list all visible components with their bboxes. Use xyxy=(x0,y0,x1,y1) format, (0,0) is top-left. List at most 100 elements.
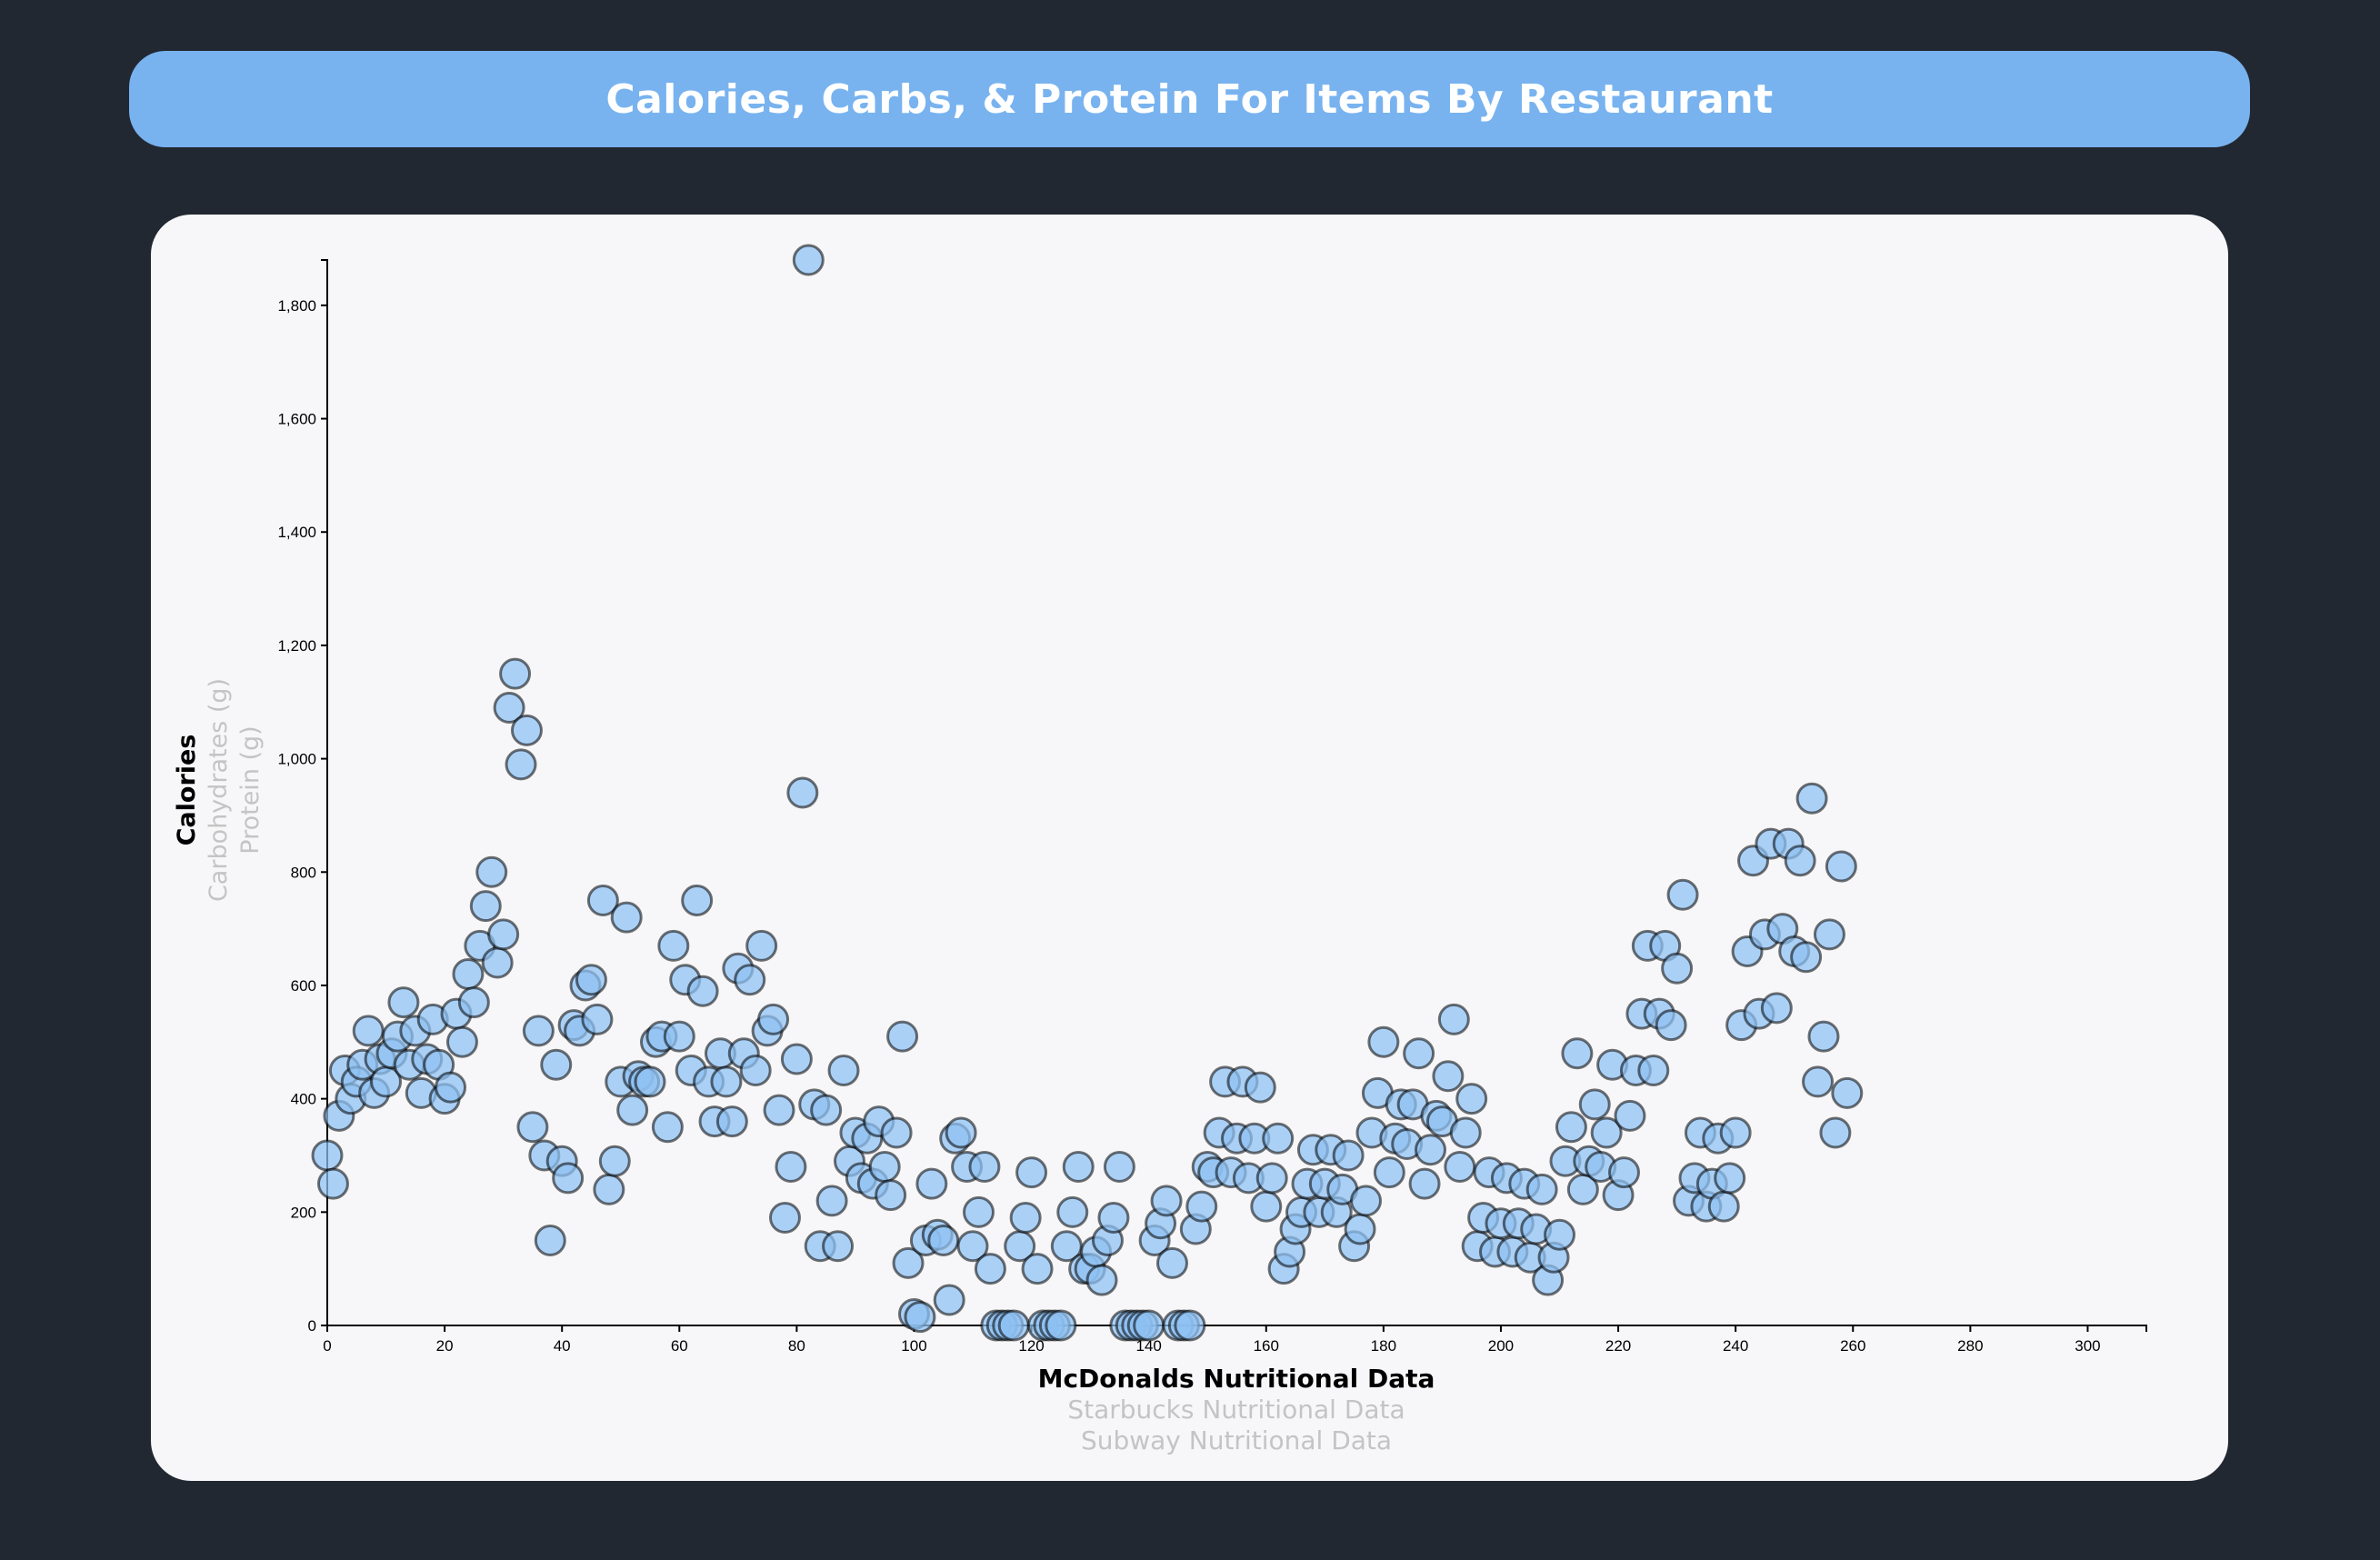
data-point[interactable] xyxy=(792,244,825,276)
data-point[interactable] xyxy=(880,1116,913,1149)
data-point[interactable] xyxy=(1455,1083,1488,1115)
data-point[interactable] xyxy=(822,1230,855,1263)
data-point[interactable] xyxy=(1807,1020,1840,1053)
data-point[interactable] xyxy=(1608,1156,1641,1189)
data-point[interactable] xyxy=(1437,1003,1470,1035)
data-point[interactable] xyxy=(581,1003,614,1035)
data-point[interactable] xyxy=(1150,1185,1183,1217)
data-point[interactable] xyxy=(734,964,766,996)
data-point[interactable] xyxy=(962,1195,995,1228)
x-axis-label-starbucks[interactable]: Starbucks Nutritional Data xyxy=(1067,1395,1405,1425)
data-point[interactable] xyxy=(904,1301,936,1334)
data-point[interactable] xyxy=(868,1150,901,1183)
data-point[interactable] xyxy=(1244,1071,1276,1104)
data-point[interactable] xyxy=(510,714,543,746)
data-point[interactable] xyxy=(780,1043,813,1075)
data-point[interactable] xyxy=(586,884,619,916)
data-point[interactable] xyxy=(1525,1173,1558,1205)
data-point[interactable] xyxy=(757,1003,790,1035)
data-point[interactable] xyxy=(1155,1246,1188,1279)
data-point[interactable] xyxy=(1408,1167,1441,1200)
data-point[interactable] xyxy=(575,964,607,996)
data-point[interactable] xyxy=(1719,1116,1752,1149)
data-point[interactable] xyxy=(316,1167,349,1200)
data-point[interactable] xyxy=(598,1145,631,1177)
data-point[interactable] xyxy=(927,1224,960,1256)
data-point[interactable] xyxy=(974,1253,1006,1285)
data-point[interactable] xyxy=(815,1185,848,1217)
data-point[interactable] xyxy=(875,1179,907,1212)
data-point[interactable] xyxy=(311,1139,344,1172)
data-point[interactable] xyxy=(1831,1076,1864,1109)
data-point[interactable] xyxy=(469,890,502,923)
data-point[interactable] xyxy=(534,1224,566,1256)
data-point[interactable] xyxy=(681,884,714,916)
data-point[interactable] xyxy=(763,1094,795,1126)
data-point[interactable] xyxy=(768,1202,801,1235)
data-point[interactable] xyxy=(1714,1162,1746,1195)
y-axis-label-protein[interactable]: Protein (g) xyxy=(236,725,265,854)
data-point[interactable] xyxy=(634,1065,666,1098)
data-point[interactable] xyxy=(1544,1218,1576,1251)
y-axis-label-calories[interactable]: Calories xyxy=(173,735,201,846)
data-point[interactable] xyxy=(1332,1139,1365,1172)
data-point[interactable] xyxy=(1790,941,1823,974)
data-point[interactable] xyxy=(686,975,719,1007)
data-point[interactable] xyxy=(452,957,485,990)
data-point[interactable] xyxy=(1103,1150,1135,1183)
data-point[interactable] xyxy=(1825,850,1857,883)
data-point[interactable] xyxy=(1802,1065,1835,1098)
data-point[interactable] xyxy=(522,1015,555,1047)
data-point[interactable] xyxy=(1015,1156,1048,1189)
x-axis-label-subway[interactable]: Subway Nutritional Data xyxy=(1081,1425,1392,1455)
data-point[interactable] xyxy=(493,691,525,724)
data-point[interactable] xyxy=(1045,1309,1077,1342)
data-point[interactable] xyxy=(997,1309,1030,1342)
data-point[interactable] xyxy=(1655,1009,1687,1042)
data-point[interactable] xyxy=(445,1025,478,1058)
data-point[interactable] xyxy=(786,776,819,809)
data-point[interactable] xyxy=(933,1284,965,1316)
data-point[interactable] xyxy=(1367,1025,1400,1058)
data-point[interactable] xyxy=(1813,918,1845,951)
data-point[interactable] xyxy=(610,901,643,934)
data-point[interactable] xyxy=(968,1150,1001,1183)
data-point[interactable] xyxy=(499,657,532,690)
data-point[interactable] xyxy=(1784,845,1816,877)
data-point[interactable] xyxy=(657,929,690,962)
data-point[interactable] xyxy=(1262,1122,1295,1155)
data-point[interactable] xyxy=(1056,1195,1089,1228)
data-point[interactable] xyxy=(1666,878,1699,911)
data-point[interactable] xyxy=(892,1246,925,1279)
data-point[interactable] xyxy=(1250,1190,1283,1223)
data-point[interactable] xyxy=(1009,1202,1042,1235)
data-point[interactable] xyxy=(352,1015,385,1047)
data-point[interactable] xyxy=(945,1116,977,1149)
data-point[interactable] xyxy=(886,1020,919,1053)
data-point[interactable] xyxy=(516,1111,549,1144)
data-point[interactable] xyxy=(651,1111,684,1144)
data-point[interactable] xyxy=(956,1230,989,1263)
data-point[interactable] xyxy=(505,748,537,781)
data-point[interactable] xyxy=(457,986,490,1019)
data-point[interactable] xyxy=(387,986,420,1019)
data-point[interactable] xyxy=(1707,1190,1740,1223)
data-point[interactable] xyxy=(540,1048,573,1081)
data-point[interactable] xyxy=(1021,1253,1054,1285)
data-point[interactable] xyxy=(663,1020,695,1053)
data-point[interactable] xyxy=(1449,1116,1482,1149)
data-point[interactable] xyxy=(616,1094,649,1126)
data-point[interactable] xyxy=(1614,1099,1646,1132)
data-point[interactable] xyxy=(1819,1116,1852,1149)
data-point[interactable] xyxy=(475,855,508,888)
data-point[interactable] xyxy=(1590,1116,1623,1149)
data-point[interactable] xyxy=(710,1065,743,1098)
data-point[interactable] xyxy=(745,929,778,962)
data-point[interactable] xyxy=(739,1054,772,1086)
data-point[interactable] xyxy=(1373,1156,1405,1189)
data-point[interactable] xyxy=(1085,1264,1118,1296)
data-point[interactable] xyxy=(810,1094,843,1126)
x-axis-label-mcdonalds[interactable]: McDonalds Nutritional Data xyxy=(1038,1364,1435,1394)
data-point[interactable] xyxy=(1415,1134,1447,1166)
data-point[interactable] xyxy=(1062,1150,1095,1183)
